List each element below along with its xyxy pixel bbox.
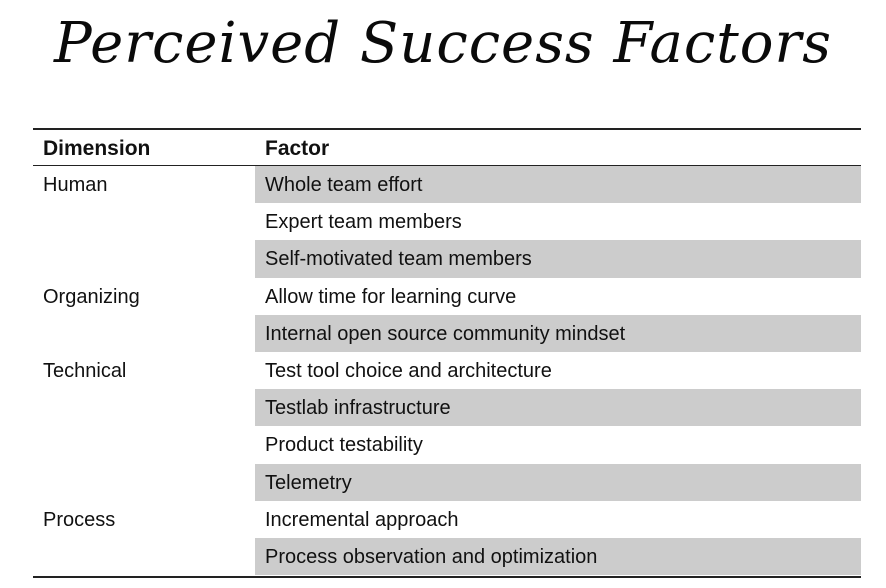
factor-cell: Internal open source community mindset <box>255 314 861 352</box>
factor-cell: Allow time for learning curve <box>255 278 861 315</box>
factor-text: Allow time for learning curve <box>265 285 517 308</box>
factor-text: Whole team effort <box>265 174 423 196</box>
dimension-cell: Human <box>43 174 108 196</box>
factor-cell: Self-motivated team members <box>255 240 861 278</box>
factor-cell: Expert team members <box>255 203 861 240</box>
factor-cell: Whole team effort <box>255 166 861 204</box>
factor-text: Self-motivated team members <box>265 248 532 271</box>
table-row: Process Incremental approach <box>33 501 861 538</box>
header-dimension: Dimension <box>43 137 151 160</box>
factor-text: Incremental approach <box>265 508 459 531</box>
factor-text: Expert team members <box>265 211 462 234</box>
table-row: Telemetry <box>33 463 861 501</box>
factor-cell: Process observation and optimization <box>255 537 861 576</box>
factor-cell: Product testability <box>255 426 861 463</box>
factor-text: Internal open source community mindset <box>265 322 626 345</box>
factor-text: Test tool choice and architecture <box>265 359 552 382</box>
factor-text: Product testability <box>265 434 423 457</box>
dimension-cell: Technical <box>43 359 127 382</box>
table-header-row: Dimension Factor <box>33 130 861 166</box>
table-row: Process observation and optimization <box>33 537 861 576</box>
dimension-cell: Organizing <box>43 285 140 308</box>
factor-cell: Telemetry <box>255 463 861 501</box>
table-top-rule <box>33 128 861 130</box>
slide-title: Perceived Success Factors <box>53 11 833 76</box>
table-row: Expert team members <box>33 203 861 240</box>
table-row: Product testability <box>33 426 861 463</box>
table-row: Internal open source community mindset <box>33 314 861 352</box>
table-row: Human Whole team effort <box>33 166 861 204</box>
table-row: Technical Test tool choice and architect… <box>33 352 861 389</box>
table-body: Human Whole team effort Expert team memb… <box>33 166 861 576</box>
dimension-cell: Process <box>43 508 116 531</box>
factor-text: Testlab infrastructure <box>265 397 451 420</box>
table-bottom-rule <box>33 576 861 578</box>
table-row: Testlab infrastructure <box>33 389 861 427</box>
header-factor: Factor <box>265 137 330 160</box>
factor-cell: Testlab infrastructure <box>255 389 861 427</box>
factor-text: Process observation and optimization <box>265 545 598 568</box>
factor-cell: Test tool choice and architecture <box>255 352 861 389</box>
factor-cell: Incremental approach <box>255 501 861 538</box>
table-row: Self-motivated team members <box>33 240 861 278</box>
table-row: Organizing Allow time for learning curve <box>33 278 861 315</box>
factor-text: Telemetry <box>265 471 352 494</box>
